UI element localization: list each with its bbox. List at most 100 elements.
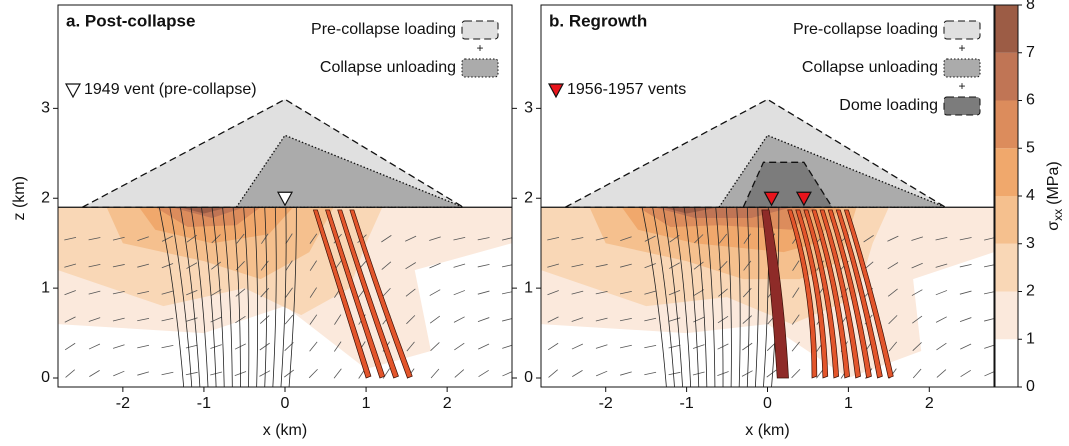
stress-tick xyxy=(766,369,777,378)
stress-tick xyxy=(137,263,150,268)
stress-tick xyxy=(259,315,270,324)
stress-tick xyxy=(792,287,800,298)
trajectory xyxy=(158,207,185,387)
legend-joiner: + xyxy=(958,41,965,55)
x-tick-label: 1 xyxy=(362,395,371,412)
stress-tick xyxy=(888,315,898,325)
stress-tick xyxy=(547,263,560,268)
stress-tick xyxy=(64,290,76,296)
trajectory xyxy=(201,207,217,387)
stress-tick xyxy=(888,341,898,352)
stress-tick xyxy=(936,342,947,351)
stress-tick xyxy=(285,260,293,271)
colorbar-tick-label: 0 xyxy=(1026,378,1035,395)
stress-tick xyxy=(430,368,440,379)
stress-tick xyxy=(235,315,246,324)
stress-tick xyxy=(235,288,246,297)
stress-tick xyxy=(571,237,584,241)
stress-tick xyxy=(161,263,174,269)
y-tick-label: 0 xyxy=(41,369,50,386)
stress-tick xyxy=(64,236,77,241)
stress-tick xyxy=(429,289,441,296)
dike xyxy=(349,209,413,379)
stress-tick xyxy=(406,315,416,325)
stress-tick xyxy=(405,288,416,297)
stress-tick xyxy=(595,344,608,349)
trajectory xyxy=(754,207,760,387)
colorbar-label: σxx (MPa) xyxy=(1045,161,1065,230)
colorbar-tick-label: 3 xyxy=(1026,235,1035,252)
trajectory xyxy=(264,207,268,387)
stress-tick xyxy=(668,317,681,322)
x-axis-label: x (km) xyxy=(745,422,789,439)
stress-tick xyxy=(644,317,657,322)
stress-tick xyxy=(911,289,923,296)
stress-tick xyxy=(112,236,125,241)
x-tick-label: 0 xyxy=(281,395,290,412)
stress-tick xyxy=(210,371,222,376)
dike xyxy=(312,209,372,379)
trajectory xyxy=(736,207,741,387)
stress-tick xyxy=(887,288,898,297)
stress-tick xyxy=(571,290,584,295)
colorbar-tick-label: 8 xyxy=(1026,0,1035,13)
stress-tick xyxy=(959,237,972,241)
panel-title: b. Regrowth xyxy=(549,11,647,30)
stress-tick xyxy=(792,260,800,271)
stress-tick xyxy=(309,314,318,325)
stress-tick xyxy=(64,316,76,323)
load-shape xyxy=(742,161,834,208)
stress-tick xyxy=(405,262,416,270)
stress-tick xyxy=(454,342,465,351)
trajectory xyxy=(232,207,241,387)
y-tick-label: 2 xyxy=(41,189,50,206)
legend-vent xyxy=(64,83,82,99)
stress-tick xyxy=(211,234,221,244)
stress-tick xyxy=(137,371,149,376)
stress-tick xyxy=(88,290,101,295)
vent xyxy=(763,191,780,207)
vent-label: 1949 vent (pre-collapse) xyxy=(84,81,257,98)
stress-tick xyxy=(381,261,392,270)
legend-swatch xyxy=(461,58,499,78)
stress-tick xyxy=(960,369,971,378)
stress-tick xyxy=(669,262,680,269)
legend-vent xyxy=(547,83,565,99)
trajectory xyxy=(280,207,287,387)
stress-tick xyxy=(743,233,751,244)
y-tick-label: 1 xyxy=(524,279,533,296)
stress-tick xyxy=(88,264,101,268)
stress-tick xyxy=(453,290,466,296)
colorbar-label-unit: (MPa) xyxy=(1045,161,1062,205)
colorbar-label-sub: xx xyxy=(1051,209,1065,221)
vent xyxy=(276,191,294,207)
trajectory xyxy=(272,207,277,387)
colorbar-bin xyxy=(995,291,1018,340)
stress-tick xyxy=(644,344,657,349)
stress-tick xyxy=(285,233,293,244)
stress-tick xyxy=(88,317,101,322)
stress-tick xyxy=(548,369,558,378)
stress-tick xyxy=(284,369,295,378)
stress-tick xyxy=(718,233,728,244)
stress-tick xyxy=(259,342,270,351)
colorbar-tick-label: 2 xyxy=(1026,283,1035,300)
stress-region xyxy=(662,207,719,214)
stress-tick xyxy=(935,236,948,241)
legend-label: Collapse unloading xyxy=(320,59,456,76)
colorbar-label-main: σ xyxy=(1045,221,1062,231)
trajectory xyxy=(683,207,700,387)
legend-label: Pre-collapse loading xyxy=(793,21,938,38)
stress-tick xyxy=(211,261,222,270)
trajectory xyxy=(641,207,667,387)
stress-tick xyxy=(161,290,174,295)
stress-tick xyxy=(260,260,269,271)
stress-tick xyxy=(309,260,317,271)
stress-tick xyxy=(595,264,608,268)
stress-tick xyxy=(693,289,705,297)
legend-swatch xyxy=(943,96,981,116)
stress-tick xyxy=(261,233,269,244)
stress-tick xyxy=(571,317,584,322)
stress-tick xyxy=(430,342,440,351)
x-tick-label: -2 xyxy=(599,395,613,412)
